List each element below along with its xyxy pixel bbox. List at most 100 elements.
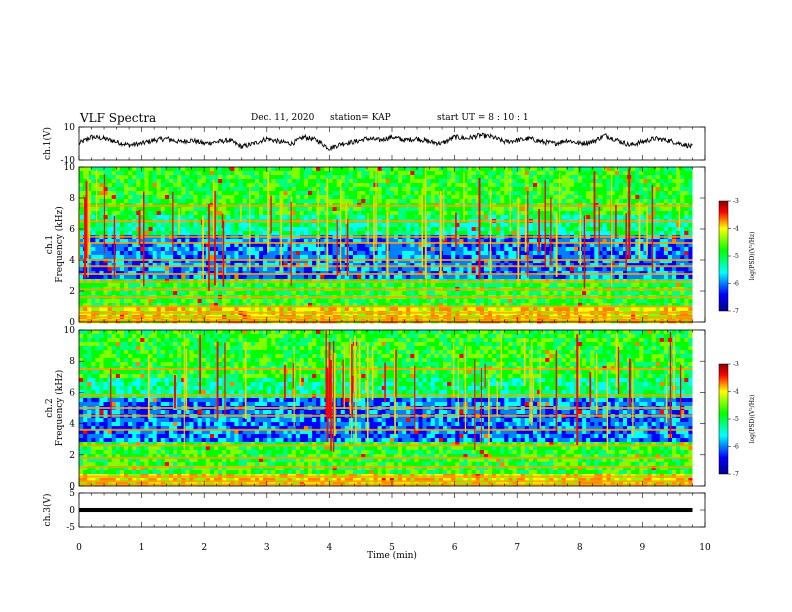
ch1-cell (193, 199, 198, 204)
ch1-cell (185, 255, 190, 260)
ch1-cell (328, 223, 333, 228)
ch1-cell (160, 171, 166, 176)
ch1-cell (418, 199, 423, 204)
ch1-cell (688, 223, 693, 228)
ch1-cell (348, 243, 354, 248)
ch1-cell (218, 211, 223, 216)
ch1-cell (647, 251, 652, 256)
ch1-cell (483, 283, 489, 288)
ch1-cell (672, 259, 677, 264)
ch1-cell (422, 259, 427, 264)
ch1-cell (119, 179, 125, 184)
ch1-cell (537, 187, 542, 192)
ch1-cell (115, 211, 121, 216)
ch1-cell (676, 191, 681, 196)
ch1-cell (132, 211, 137, 216)
ch1-cell (667, 255, 673, 260)
ch1-cell (132, 171, 137, 176)
ch1-cell (173, 175, 178, 180)
ch1-cell (218, 175, 223, 180)
ch1-cell (512, 195, 517, 200)
ch1-cell (475, 223, 481, 228)
ch1-cell (549, 215, 554, 220)
ch1-cell (254, 175, 260, 180)
ch1-cell (533, 183, 538, 188)
ch1-cell (434, 239, 440, 244)
ch1-cell (79, 211, 84, 216)
ch1-cell (148, 175, 153, 180)
ch1-cell (569, 187, 575, 192)
ch1-cell (443, 255, 448, 260)
ch1-cell (561, 251, 567, 256)
ch1-cell (328, 243, 333, 248)
ch1-cell (672, 267, 677, 272)
ch1-cell (160, 255, 166, 260)
ch1-cell (406, 243, 411, 248)
ch1-cell (651, 255, 657, 260)
ch1-cell (680, 171, 685, 176)
ch1-cell (545, 255, 550, 260)
ch1-cell (553, 199, 558, 204)
ch1-cell (389, 239, 395, 244)
ch1-cell (205, 283, 211, 288)
ch1-cell (655, 251, 661, 256)
ch1-cell (414, 283, 419, 288)
ch1-cell (107, 215, 113, 220)
ch1-cell (103, 183, 108, 188)
ch1-cell (348, 223, 354, 228)
ch1-cell (140, 171, 145, 176)
ch1-cell (320, 191, 325, 196)
ch1-cell (222, 207, 227, 212)
ch1-cell (418, 167, 423, 172)
ch1-cell (663, 199, 669, 204)
ch1-cell (623, 167, 628, 172)
ch1-cell (553, 247, 558, 252)
ch1-cell (267, 247, 272, 252)
ch1-cell (541, 187, 546, 192)
ch1-cell (169, 231, 174, 236)
ch1-cell (463, 227, 468, 232)
ch1-cell (483, 231, 489, 236)
ch1-cell (185, 239, 190, 244)
ch1-cell (483, 215, 489, 220)
ch1-cell (659, 227, 665, 232)
ch1-cell (214, 259, 219, 264)
ch1-cell (357, 179, 362, 184)
ch1-cell (291, 179, 297, 184)
ch1-cell (483, 199, 489, 204)
ch1-cell (197, 255, 203, 260)
ch1-cell (430, 223, 436, 228)
ch1-cell (528, 259, 534, 264)
ch1-cell (430, 183, 436, 188)
ch1-cell (406, 227, 411, 232)
ch1-cell (618, 211, 624, 216)
ch1-cell (406, 199, 411, 204)
ch1-cell (275, 167, 280, 172)
ch1-cell (95, 175, 100, 180)
ch1-cell (328, 179, 333, 184)
ch1-cell (676, 167, 681, 172)
ch1-cell (438, 291, 444, 296)
ch1-cell (369, 183, 374, 188)
ch1-cell (230, 175, 235, 180)
ch1-cell (471, 255, 477, 260)
ch1-cell (565, 227, 571, 232)
ch1-cell (443, 199, 448, 204)
ch1-cell (406, 251, 411, 256)
ch1-cell (672, 183, 677, 188)
ch1-cell (492, 223, 497, 228)
ch1-cell (275, 207, 280, 212)
ch1-cell (647, 167, 652, 172)
ch1-cell (348, 251, 354, 256)
ch1-cell (680, 195, 685, 200)
ch1-cell (623, 179, 628, 184)
ch1-cell (516, 283, 522, 288)
ch1-cell (238, 223, 243, 228)
ch1-cell (553, 207, 558, 212)
ch1-cell (680, 291, 685, 296)
ch1-cell (353, 255, 358, 260)
ch1-cell (586, 179, 591, 184)
ch1-cell (434, 179, 440, 184)
ch1-cell (283, 215, 288, 220)
ch1-cell (164, 207, 170, 212)
